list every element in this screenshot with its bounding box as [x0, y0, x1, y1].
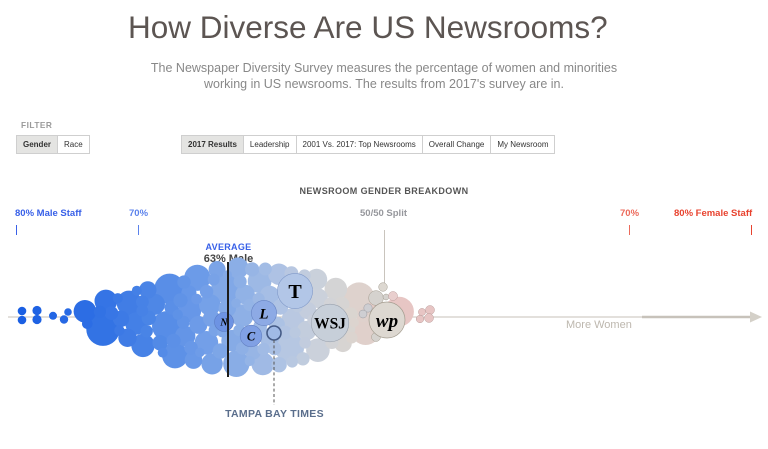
svg-text:L: L	[258, 307, 268, 323]
svg-text:T: T	[288, 281, 302, 303]
svg-text:WSJ: WSJ	[314, 316, 346, 333]
svg-text:wp: wp	[376, 311, 398, 332]
svg-text:C: C	[247, 330, 256, 344]
